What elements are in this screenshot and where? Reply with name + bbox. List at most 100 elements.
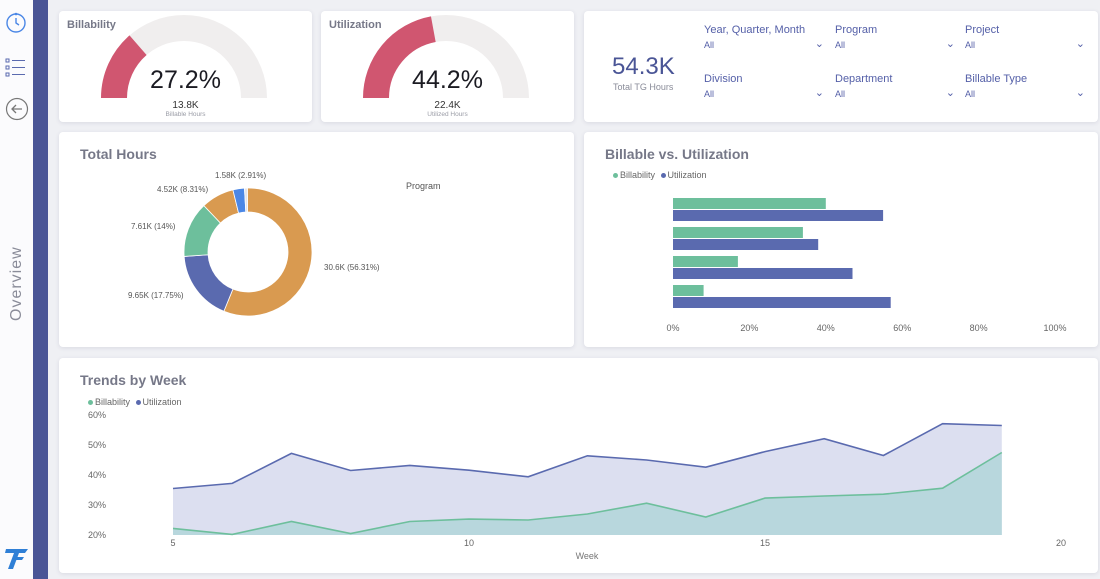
- filter-value: All: [835, 40, 846, 50]
- card-title: Trends by Week: [80, 372, 187, 388]
- filter-label: Department: [835, 73, 893, 85]
- chevron-down-icon[interactable]: ⌄: [1075, 87, 1085, 99]
- back-arrow-icon[interactable]: [5, 97, 29, 126]
- slice-label: 9.65K (17.75%): [128, 291, 184, 300]
- company-logo: [4, 547, 30, 576]
- chevron-down-icon[interactable]: ⌄: [945, 38, 955, 50]
- trends-by-week-card[interactable]: Trends by Week Billability Utilization 2…: [59, 358, 1098, 573]
- filter-project[interactable]: Project All ⌄: [965, 24, 1085, 50]
- chart-legend: Billability Utilization: [613, 170, 707, 180]
- legend-dot: [613, 173, 618, 179]
- filter-year-quarter-month[interactable]: Year, Quarter, Month All ⌄: [704, 24, 824, 50]
- card-title: Billability: [67, 19, 116, 31]
- filter-label: Project: [965, 24, 1000, 36]
- billability-gauge: [101, 15, 267, 99]
- card-title: Billable vs. Utilization: [605, 146, 749, 162]
- kpi-filter-card: 54.3K Total TG Hours Year, Quarter, Mont…: [584, 11, 1098, 122]
- legend-title: Program: [406, 181, 441, 191]
- filter-billable-type[interactable]: Billable Type All ⌄: [965, 73, 1085, 99]
- y-tick-label: 20%: [88, 530, 106, 540]
- x-tick-label: 20%: [740, 323, 758, 333]
- legend-label: Utilization: [142, 397, 182, 407]
- section-label: Overview: [8, 246, 25, 321]
- slice-label: 7.61K (14%): [131, 222, 176, 231]
- gauge-fill: [363, 16, 437, 99]
- filter-division[interactable]: Division All ⌄: [704, 73, 824, 99]
- filter-label: Division: [704, 73, 743, 85]
- billable-vs-utilization-card[interactable]: Billable vs. Utilization Billability Uti…: [584, 132, 1098, 347]
- total-tg-hours-label: Total TG Hours: [613, 82, 674, 92]
- filter-program[interactable]: Program All ⌄: [835, 24, 955, 50]
- list-icon[interactable]: [5, 57, 27, 84]
- x-tick-label: 20: [1056, 538, 1066, 548]
- billable-vs-utilization-bar-chart: 0% 20% 40% 60% 80% 100%: [666, 198, 1067, 333]
- slice-label: 1.58K (2.91%): [215, 171, 266, 180]
- chevron-down-icon[interactable]: ⌄: [945, 87, 955, 99]
- filter-label: Billable Type: [965, 73, 1028, 85]
- utilization-gauge: [363, 15, 529, 99]
- legend-label: Billability: [95, 397, 131, 407]
- bar-billability[interactable]: [673, 198, 826, 209]
- gauge-fill: [101, 35, 147, 99]
- filter-department[interactable]: Department All ⌄: [835, 73, 955, 99]
- bar-utilization[interactable]: [673, 239, 819, 250]
- trends-area-chart: 20% 30% 40% 50% 60% 5 10 15 20 Week: [88, 410, 1066, 561]
- card-title: Total Hours: [80, 146, 157, 162]
- donut-slice[interactable]: [244, 187, 249, 213]
- line-utilization[interactable]: [172, 422, 1002, 490]
- filter-label: Year, Quarter, Month: [704, 24, 806, 36]
- x-tick-label: 5: [170, 538, 175, 548]
- bar-billability[interactable]: [673, 285, 704, 296]
- legend-dot: [660, 173, 666, 179]
- x-tick-label: 100%: [1043, 323, 1066, 333]
- line-billability[interactable]: [172, 451, 1003, 536]
- clock-icon[interactable]: [5, 12, 27, 39]
- filter-value: All: [704, 89, 715, 99]
- chevron-down-icon[interactable]: ⌄: [1075, 38, 1085, 50]
- filter-value: All: [965, 40, 976, 50]
- x-tick-label: 40%: [817, 323, 835, 333]
- legend-dot: [135, 400, 141, 406]
- total-tg-hours-value: 54.3K: [612, 53, 675, 80]
- card-title: Utilization: [329, 19, 382, 31]
- gauge-sub-value: 13.8K: [172, 100, 199, 111]
- billability-gauge-card[interactable]: Billability 27.2% 13.8K Billable Hours: [59, 11, 312, 122]
- x-axis-label: Week: [576, 551, 599, 561]
- bar-utilization[interactable]: [673, 268, 853, 279]
- chart-legend: Billability Utilization: [88, 397, 182, 407]
- gauge-value: 27.2%: [150, 66, 221, 94]
- area-billability: [173, 452, 1002, 535]
- donut-slice[interactable]: [183, 254, 234, 312]
- gauge-sub-value: 22.4K: [434, 100, 461, 111]
- total-hours-card[interactable]: Total Hours Program 30.6K (56.31%) 9.65K …: [59, 132, 574, 347]
- y-tick-label: 60%: [88, 410, 106, 420]
- bar-billability[interactable]: [673, 227, 803, 238]
- bar-billability[interactable]: [673, 256, 738, 267]
- bar-utilization[interactable]: [673, 297, 891, 308]
- filter-label: Program: [835, 24, 878, 36]
- legend-label: Utilization: [667, 170, 707, 180]
- x-tick-label: 15: [760, 538, 770, 548]
- gauge-sub-label: Utilized Hours: [427, 111, 468, 118]
- legend-label: Billability: [620, 170, 656, 180]
- slice-label: 30.6K (56.31%): [324, 263, 380, 272]
- y-tick-label: 50%: [88, 440, 106, 450]
- filter-value: All: [965, 89, 976, 99]
- chevron-down-icon[interactable]: ⌄: [814, 87, 824, 99]
- slice-label: 4.52K (8.31%): [157, 185, 208, 194]
- x-tick-label: 10: [464, 538, 474, 548]
- bar-utilization[interactable]: [673, 210, 884, 221]
- donut-slice[interactable]: [223, 187, 313, 317]
- utilization-gauge-card[interactable]: Utilization 44.2% 22.4K Utilized Hours: [321, 11, 574, 122]
- chevron-down-icon[interactable]: ⌄: [814, 38, 824, 50]
- left-nav-rail: Overview: [0, 0, 34, 579]
- x-tick-label: 60%: [893, 323, 911, 333]
- nav-accent-bar: [33, 0, 48, 579]
- y-tick-label: 40%: [88, 470, 106, 480]
- total-hours-donut-chart: 30.6K (56.31%) 9.65K (17.75%) 7.61K (14%) 4…: [128, 171, 380, 317]
- gauge-value: 44.2%: [412, 66, 483, 94]
- filter-value: All: [704, 40, 715, 50]
- filter-value: All: [835, 89, 846, 99]
- legend-dot: [88, 400, 93, 406]
- x-tick-label: 80%: [970, 323, 988, 333]
